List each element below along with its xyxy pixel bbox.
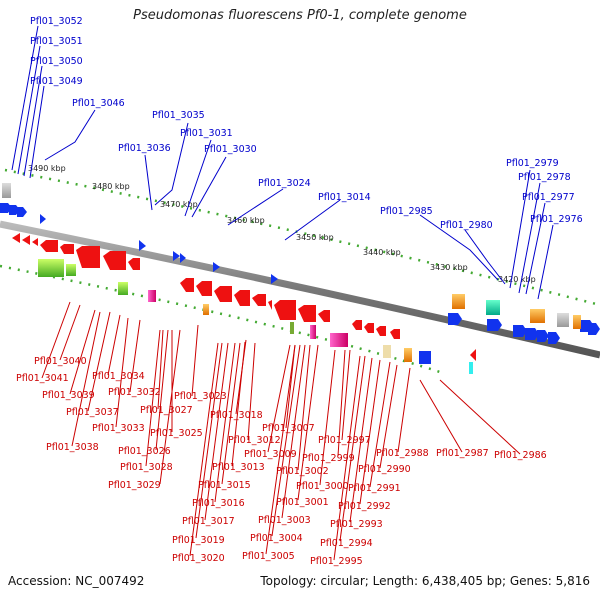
gene-label: Pfl01_3014 (318, 192, 371, 203)
gene-label: Pfl01_3001 (276, 497, 329, 508)
gene-label: Pfl01_3032 (108, 387, 161, 398)
tick-label: 3480 kbp (92, 182, 130, 191)
gene-label: Pfl01_2993 (330, 519, 383, 530)
upper-leader-lines (11, 25, 554, 300)
gene-label: Pfl01_2995 (310, 556, 363, 567)
tick-label: 3470 kbp (160, 200, 198, 209)
gene-label: Pfl01_2985 (380, 206, 433, 217)
gene-label: Pfl01_2987 (436, 448, 489, 459)
tick-label: 3440 kbp (363, 248, 401, 257)
outer-track-upper (4, 168, 600, 307)
accession-text: Accession: NC_007492 (8, 574, 145, 588)
gene-label: Pfl01_2986 (494, 450, 547, 461)
gene-label: Pfl01_3004 (250, 533, 303, 544)
lower-gene-labels: Pfl01_3040 Pfl01_3041 Pfl01_3039 Pfl01_3… (16, 356, 547, 567)
gene-label: Pfl01_3031 (180, 128, 233, 139)
gene-label: Pfl01_3049 (30, 76, 83, 87)
gene-label: Pfl01_3017 (182, 516, 235, 527)
gene-label: Pfl01_3033 (92, 423, 145, 434)
gene-label: Pfl01_2980 (440, 220, 493, 231)
gene-label: Pfl01_3041 (16, 373, 69, 384)
gene-label: Pfl01_3039 (42, 390, 95, 401)
forward-genes (0, 203, 600, 364)
gene-label: Pfl01_3034 (92, 371, 145, 382)
gene-label: Pfl01_3013 (212, 462, 265, 473)
gene-label: Pfl01_3003 (258, 515, 311, 526)
gene-label: Pfl01_3052 (30, 16, 83, 27)
gene-label: Pfl01_3036 (118, 143, 171, 154)
gene-label: Pfl01_2999 (302, 453, 355, 464)
gene-label: Pfl01_3046 (72, 98, 125, 109)
gene-label: Pfl01_3051 (30, 36, 83, 47)
gene-label: Pfl01_3035 (152, 110, 205, 121)
tick-label: 3420 kbp (498, 275, 536, 284)
gene-label: Pfl01_3027 (140, 405, 193, 416)
gene-label: Pfl01_2977 (522, 192, 575, 203)
reverse-genes (12, 233, 476, 361)
gene-label: Pfl01_3016 (192, 498, 245, 509)
tick-label: 3430 kbp (430, 263, 468, 272)
gene-label: Pfl01_2988 (376, 448, 429, 459)
gene-label: Pfl01_2979 (506, 158, 559, 169)
genome-backbone (0, 220, 600, 359)
tick-label: 3460 kbp (227, 216, 265, 225)
gene-label: Pfl01_2994 (320, 538, 373, 549)
gene-label: Pfl01_3030 (204, 144, 257, 155)
gene-label: Pfl01_3002 (276, 466, 329, 477)
annotated-gene-blocks (2, 183, 581, 374)
gene-label: Pfl01_2991 (348, 483, 401, 494)
gene-label: Pfl01_3023 (174, 391, 227, 402)
gene-label: Pfl01_3020 (172, 553, 225, 564)
gene-label: Pfl01_2992 (338, 501, 391, 512)
gene-label: Pfl01_3038 (46, 442, 99, 453)
gene-label: Pfl01_3007 (262, 423, 315, 434)
gene-label: Pfl01_2997 (318, 435, 371, 446)
gene-label: Pfl01_3028 (120, 462, 173, 473)
gene-label: Pfl01_2978 (518, 172, 571, 183)
kbp-ticks: 3490 kbp 3480 kbp 3470 kbp 3460 kbp 3450… (28, 164, 536, 284)
gene-label: Pfl01_2990 (358, 464, 411, 475)
gene-label: Pfl01_3026 (118, 446, 171, 457)
tick-label: 3490 kbp (28, 164, 66, 173)
gene-label: Pfl01_3037 (66, 407, 119, 418)
gene-label: Pfl01_3019 (172, 535, 225, 546)
gene-label: Pfl01_3029 (108, 480, 161, 491)
gene-label: Pfl01_3012 (228, 435, 281, 446)
gene-label: Pfl01_3015 (198, 480, 251, 491)
gene-label: Pfl01_3009 (244, 449, 297, 460)
upper-gene-labels: Pfl01_3052 Pfl01_3051 Pfl01_3050 Pfl01_3… (30, 16, 583, 231)
tick-label: 3450 kbp (296, 233, 334, 242)
gene-label: Pfl01_3024 (258, 178, 311, 189)
gene-label: Pfl01_3005 (242, 551, 295, 562)
gene-label: Pfl01_3040 (34, 356, 87, 367)
gene-label: Pfl01_2976 (530, 214, 583, 225)
gene-label: Pfl01_3018 (210, 410, 263, 421)
lower-leader-lines (41, 301, 521, 561)
genome-summary-text: Topology: circular; Length: 6,438,405 bp… (260, 574, 590, 588)
gene-label: Pfl01_3025 (150, 428, 203, 439)
genome-title: Pseudomonas fluorescens Pf0-1, complete … (133, 8, 467, 23)
gene-label: Pfl01_3050 (30, 56, 83, 67)
gene-label: Pfl01_3000 (296, 481, 349, 492)
